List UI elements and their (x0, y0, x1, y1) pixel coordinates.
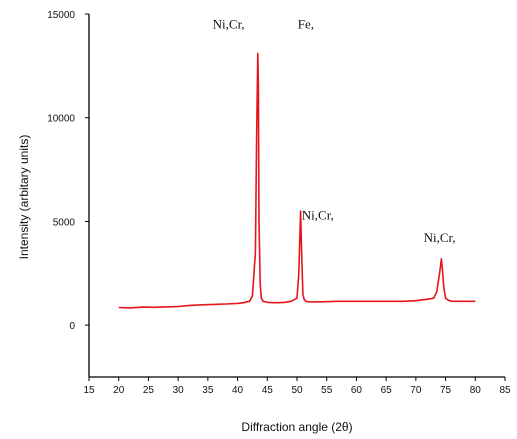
x-tick-label: 50 (291, 385, 303, 396)
x-tick-label: 65 (381, 385, 393, 396)
xrd-pattern-line (118, 52, 476, 309)
y-ticks: 0 5000 10000 15000 (47, 10, 89, 332)
y-tick-label: 10000 (47, 114, 75, 125)
x-tick-label: 45 (262, 385, 274, 396)
x-tick-label: 60 (351, 385, 363, 396)
annotations-layer: Ni,Cr, Fe, Ni,Cr, Ni,Cr, (213, 17, 456, 246)
x-tick-label: 70 (410, 385, 422, 396)
peak-label: Ni,Cr, (213, 17, 245, 32)
series-layer (118, 52, 476, 309)
y-tick-label: 0 (69, 321, 75, 332)
peak-label: Fe, (298, 17, 314, 32)
plot-frame (88, 14, 505, 378)
x-tick-label: 75 (440, 385, 452, 396)
y-axis-title: Intensity (arbitary units) (17, 135, 31, 260)
peak-label: Ni,Cr, (424, 230, 456, 245)
x-tick-label: 15 (83, 385, 95, 396)
y-tick-label: 5000 (53, 217, 76, 228)
x-tick-label: 35 (202, 385, 214, 396)
y-tick-label: 15000 (47, 10, 75, 21)
x-tick-label: 85 (499, 385, 511, 396)
x-tick-label: 80 (470, 385, 482, 396)
x-tick-label: 20 (113, 385, 125, 396)
x-tick-label: 40 (232, 385, 244, 396)
x-ticks: 15 20 25 30 35 40 45 50 55 60 65 70 75 80 85 (83, 377, 511, 396)
x-tick-label: 30 (173, 385, 185, 396)
x-axis-title: Diffraction angle (2θ) (241, 420, 352, 434)
x-tick-label: 55 (321, 385, 333, 396)
x-tick-label: 25 (143, 385, 155, 396)
peak-label: Ni,Cr, (302, 207, 334, 222)
